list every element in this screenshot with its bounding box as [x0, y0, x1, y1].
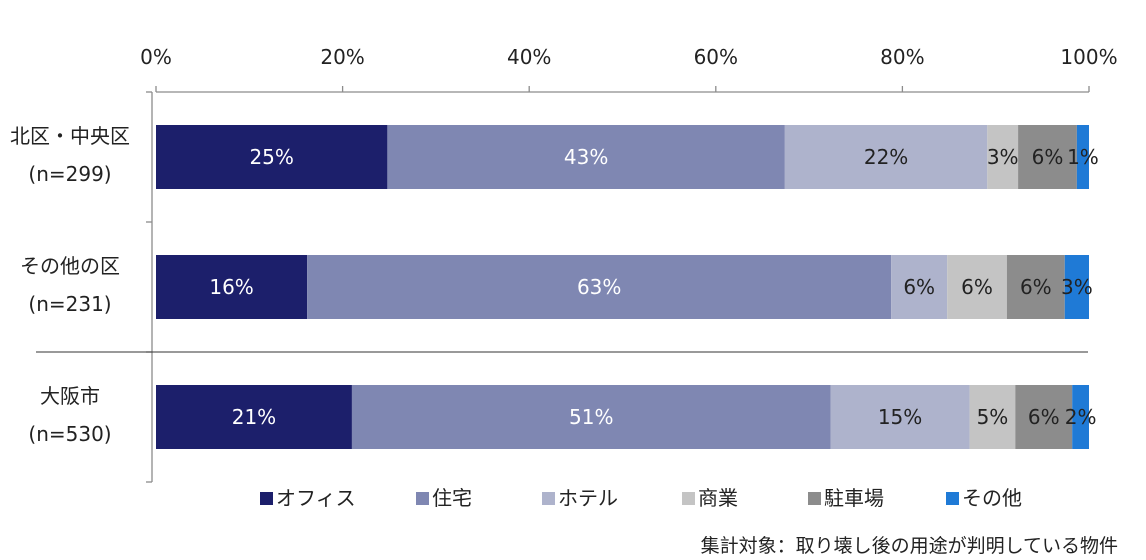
- bar-segment: [891, 255, 948, 319]
- category-label: 北区・中央区: [10, 124, 130, 148]
- category-label: その他の区: [20, 254, 120, 278]
- x-tick-label: 0%: [140, 45, 172, 69]
- legend-swatch: [682, 492, 695, 505]
- data-label: 51%: [569, 405, 613, 429]
- bar-segment: [1006, 255, 1065, 319]
- legend-swatch: [260, 492, 273, 505]
- bar-segment: [1076, 125, 1089, 189]
- data-label: 2%: [1065, 405, 1097, 429]
- legend-swatch: [542, 492, 555, 505]
- legend-swatch: [808, 492, 821, 505]
- bar-segment: [1018, 125, 1077, 189]
- data-label: 43%: [564, 145, 608, 169]
- data-label: 6%: [1032, 145, 1064, 169]
- x-tick-label: 20%: [320, 45, 364, 69]
- legend-label: 駐車場: [824, 486, 884, 510]
- x-tick-label: 100%: [1060, 45, 1117, 69]
- category-label: 大阪市: [40, 384, 100, 408]
- data-label: 6%: [1020, 275, 1052, 299]
- x-tick-label: 60%: [694, 45, 738, 69]
- data-label: 25%: [249, 145, 293, 169]
- data-label: 16%: [209, 275, 253, 299]
- data-label: 3%: [987, 145, 1019, 169]
- category-n-label: (n=231): [28, 292, 111, 316]
- x-tick-label: 40%: [507, 45, 551, 69]
- bar-segment: [947, 255, 1007, 319]
- bar-segment: [351, 385, 831, 449]
- data-label: 6%: [903, 275, 935, 299]
- bar-segment: [969, 385, 1016, 449]
- data-label: 3%: [1061, 275, 1093, 299]
- legend-label: 商業: [698, 486, 738, 510]
- category-n-label: (n=299): [28, 162, 111, 186]
- bar-segment: [987, 125, 1019, 189]
- legend-swatch: [416, 492, 429, 505]
- bar-segment: [156, 125, 388, 189]
- legend: オフィス 住宅 ホテル 商業 駐車場 その他: [260, 486, 1022, 510]
- category-n-label: (n=530): [28, 422, 111, 446]
- data-label: 63%: [577, 275, 621, 299]
- data-label: 1%: [1067, 145, 1099, 169]
- data-label: 15%: [878, 405, 922, 429]
- data-label: 21%: [232, 405, 276, 429]
- bar-segment: [784, 125, 988, 189]
- bar-segment: [1015, 385, 1073, 449]
- bar-segment: [156, 255, 308, 319]
- bars-layer: [156, 125, 1089, 449]
- legend-label: 住宅: [432, 486, 472, 510]
- data-label: 22%: [864, 145, 908, 169]
- bar-segment: [1072, 385, 1089, 449]
- labels-layer: 北区・中央区(n=299)25% 43% 22% 3% 6% 1%その他の区(n=231)…: [10, 124, 1099, 446]
- data-label: 6%: [1028, 405, 1060, 429]
- bar-segment: [387, 125, 785, 189]
- data-label: 6%: [961, 275, 993, 299]
- x-tick-label: 80%: [880, 45, 924, 69]
- bar-segment: [830, 385, 970, 449]
- bar-segment: [307, 255, 892, 319]
- bar-segment: [1064, 255, 1089, 319]
- legend-label: ホテル: [558, 486, 618, 510]
- legend-swatch: [946, 492, 959, 505]
- data-label: 5%: [977, 405, 1009, 429]
- footnote: 集計対象：取り壊し後の用途が判明している物件: [701, 535, 1118, 557]
- legend-label: オフィス: [276, 486, 356, 510]
- axis-layer: 0% 20% 40% 60% 80% 100%: [36, 45, 1118, 483]
- legend-label: その他: [962, 486, 1022, 510]
- bar-segment: [156, 385, 352, 449]
